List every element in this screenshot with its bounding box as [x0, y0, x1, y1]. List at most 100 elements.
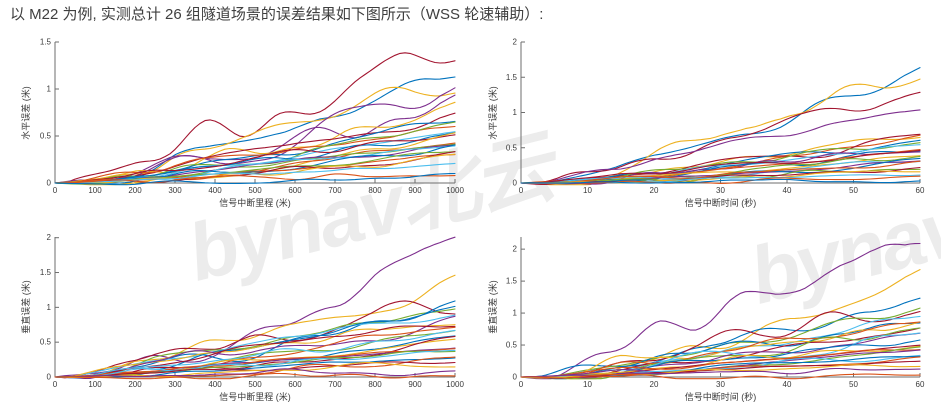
series-line: [520, 160, 921, 184]
series-line: [54, 173, 456, 184]
y-tick-label: 1.5: [506, 73, 518, 82]
series-line: [520, 160, 921, 184]
x-tick-label: 60: [916, 380, 925, 389]
x-tick-label: 800: [368, 380, 382, 389]
series-line: [520, 297, 921, 378]
x-tick-label: 500: [248, 186, 262, 195]
axis-lines: [54, 42, 455, 184]
series-line: [54, 162, 456, 184]
x-tick-label: 50: [849, 380, 858, 389]
series-line: [54, 349, 456, 379]
y-tick-label: 1.5: [40, 268, 52, 277]
y-tick-label: 0: [513, 373, 518, 382]
series-line: [54, 236, 456, 378]
x-tick-label: 50: [849, 186, 858, 195]
x-tick-label: 10: [583, 186, 592, 195]
y-axis-label: 水平误差 (米): [21, 86, 31, 140]
y-tick-label: 2: [513, 38, 518, 47]
series-line: [54, 300, 456, 379]
series-line: [54, 101, 456, 184]
series-line: [520, 149, 921, 184]
series-line: [520, 345, 921, 379]
y-tick-label: 1.5: [506, 277, 518, 286]
x-tick-label: 600: [288, 186, 302, 195]
x-tick-label: 800: [368, 186, 382, 195]
series-line: [54, 362, 456, 379]
series-line: [54, 144, 456, 185]
x-axis-label: 信号中断里程 (米): [219, 392, 291, 402]
y-tick-label: 0.5: [506, 341, 518, 350]
y-tick-label: 0.5: [506, 143, 518, 152]
x-tick-label: 0: [53, 186, 58, 195]
plot-area: 0 10 20 30 40 50 60 0 0.5 1 1.5 2: [506, 38, 925, 196]
x-tick-label: 700: [328, 380, 342, 389]
x-tick-label: 300: [168, 186, 182, 195]
x-axis-label: 信号中断时间 (秒): [684, 198, 757, 208]
plot-area: 0 10 20 30 40 50 60 0 0.5 1 1.5 2: [506, 237, 925, 389]
series-line: [520, 67, 921, 185]
x-tick-label: 100: [88, 380, 102, 389]
y-tick-label: 0.5: [40, 338, 52, 347]
series-line: [54, 325, 456, 379]
plot-area: 0 100 200 300 400 500 600 700 800 900 1000 0 0.5 1 1.5…: [40, 233, 465, 389]
page-title: 以 M22 为例, 实测总计 26 组隧道场景的误差结果如下图所示（WSS 轮速…: [10, 6, 544, 23]
axis-lines: [54, 237, 455, 378]
series-line: [520, 78, 921, 186]
series-line: [54, 329, 456, 379]
x-tick-label: 20: [650, 380, 659, 389]
x-tick-label: 0: [53, 380, 58, 389]
x-tick-label: 100: [88, 186, 102, 195]
series-line: [520, 349, 921, 378]
x-axis-label: 信号中断时间 (秒): [684, 392, 757, 402]
x-tick-label: 200: [128, 186, 142, 195]
x-tick-label: 30: [716, 380, 725, 389]
x-tick-label: 1000: [446, 380, 464, 389]
x-tick-label: 900: [408, 186, 422, 195]
series-line: [54, 324, 456, 378]
x-tick-label: 300: [168, 380, 182, 389]
x-tick-label: 900: [408, 380, 422, 389]
y-tick-label: 1.5: [40, 38, 52, 47]
series-line: [54, 326, 456, 378]
series-line: [520, 175, 921, 184]
x-tick-label: 1000: [446, 186, 464, 195]
y-tick-label: 1: [47, 303, 52, 312]
series-line: [54, 172, 456, 186]
x-tick-label: 600: [288, 380, 302, 389]
x-tick-label: 0: [519, 380, 524, 389]
x-tick-label: 40: [783, 380, 792, 389]
x-tick-label: 60: [916, 186, 925, 195]
y-axis-label: 垂直误差 (米): [488, 280, 498, 334]
y-tick-label: 0: [47, 373, 52, 382]
x-tick-label: 40: [783, 186, 792, 195]
y-tick-label: 1: [47, 85, 52, 94]
y-tick-label: 1: [513, 309, 518, 318]
y-tick-label: 2: [47, 233, 52, 242]
x-tick-label: 400: [208, 186, 222, 195]
x-tick-label: 200: [128, 380, 142, 389]
y-axis-label: 水平误差 (米): [488, 86, 498, 140]
chart-horizontal-error-vs-time: 水平误差 (米) 0 10 20 30 40 50 60 0 0.5 1 1.5 2 信号中断时间 (…: [470, 30, 941, 220]
plot-area: 0 100 200 300 400 500 600 700 800 900 1000 0 0.5 1 1.5: [40, 38, 465, 196]
series-line: [520, 242, 921, 380]
x-tick-label: 30: [716, 186, 725, 195]
series-line: [520, 327, 921, 380]
x-tick-label: 10: [583, 380, 592, 389]
y-tick-label: 2: [513, 245, 518, 254]
y-tick-label: 0.5: [40, 132, 52, 141]
series-line: [520, 178, 921, 184]
series-line: [54, 368, 456, 378]
series-line: [520, 109, 921, 185]
chart-vertical-error-vs-time: 垂直误差 (米) 0 10 20 30 40 50 60 0 0.5 1 1.5 2 信号中断时间 (…: [470, 220, 941, 415]
y-axis-label: 垂直误差 (米): [21, 280, 31, 334]
x-tick-label: 0: [519, 186, 524, 195]
chart-horizontal-error-vs-distance: 水平误差 (米) 0 100 200 300 400 500 600 700 800 900 100…: [0, 30, 470, 220]
x-tick-label: 400: [208, 380, 222, 389]
x-tick-label: 20: [650, 186, 659, 195]
series-line: [54, 134, 456, 184]
series-line: [54, 372, 456, 380]
y-tick-label: 1: [513, 108, 518, 117]
x-tick-label: 700: [328, 186, 342, 195]
x-tick-label: 500: [248, 380, 262, 389]
